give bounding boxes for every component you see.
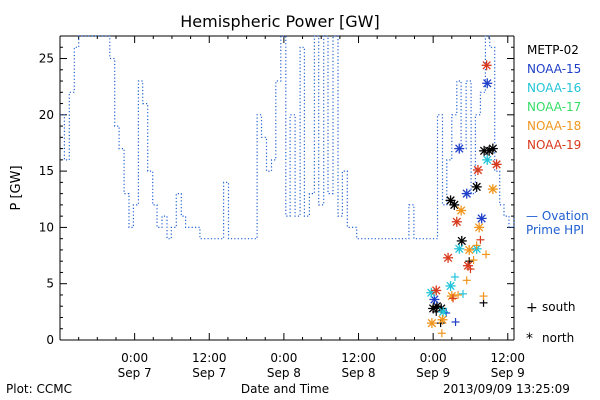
x-axis-label: Date and Time — [241, 382, 329, 396]
north-marker — [446, 291, 457, 302]
north-marker — [454, 243, 465, 254]
legend-item-noaa-17: NOAA-17 — [527, 100, 581, 114]
legend-item-noaa-18: NOAA-18 — [527, 119, 581, 133]
x-tick-date: Sep 7 — [118, 366, 152, 380]
south-marker — [479, 292, 488, 301]
north-marker — [443, 252, 454, 263]
south-marker-glyph: + — [526, 300, 538, 316]
ovation-prime-line — [60, 35, 515, 240]
north-marker — [451, 216, 462, 227]
legend-item-metp-02: METP-02 — [527, 43, 579, 57]
south-label: south — [542, 300, 576, 314]
x-tick-date: Sep 7 — [192, 366, 226, 380]
south-marker — [451, 317, 460, 326]
x-tick-time: 0:00 — [270, 351, 297, 365]
x-tick-time: 0:00 — [121, 351, 148, 365]
y-axis-label: P [GW] — [9, 165, 24, 210]
north-marker — [482, 78, 493, 89]
plot-credit: Plot: CCMC — [6, 382, 72, 396]
north-marker — [426, 318, 437, 329]
y-tick-label: 0 — [46, 333, 54, 347]
north-marker — [481, 60, 492, 71]
y-tick-label: 20 — [39, 108, 54, 122]
x-tick-date: Sep 8 — [267, 366, 301, 380]
y-tick-label: 10 — [39, 220, 54, 234]
north-marker — [437, 314, 448, 325]
x-tick-date: Sep 9 — [491, 366, 525, 380]
north-marker — [449, 199, 460, 210]
satellite-markers — [426, 60, 502, 338]
north-marker — [482, 154, 493, 165]
x-tick-date: Sep 8 — [341, 366, 375, 380]
north-marker-glyph: * — [526, 331, 533, 347]
north-marker — [462, 260, 473, 271]
south-marker — [482, 250, 491, 259]
south-marker — [476, 235, 485, 244]
legend-item-noaa-19: NOAA-19 — [527, 138, 581, 152]
y-tick-label: 15 — [39, 164, 54, 178]
y-tick-label: 5 — [46, 277, 54, 291]
north-marker — [456, 235, 467, 246]
south-marker — [462, 276, 471, 285]
north-marker — [445, 280, 456, 291]
y-tick-label: 25 — [39, 52, 54, 66]
south-marker — [479, 298, 488, 307]
south-marker — [472, 241, 481, 250]
satellite-legend: METP-02 NOAA-15 NOAA-16 NOAA-17 NOAA-18 NOAA-… — [527, 43, 581, 152]
north-label: north — [542, 331, 574, 345]
x-tick-time: 0:00 — [420, 351, 447, 365]
north-marker — [474, 222, 485, 233]
ovation-prime-series — [60, 35, 515, 240]
north-marker — [464, 244, 475, 255]
north-marker — [431, 285, 442, 296]
north-marker — [461, 188, 472, 199]
north-marker — [456, 205, 467, 216]
south-marker — [469, 256, 478, 265]
hemisphere-legend: + south * north — [526, 300, 576, 347]
plot-timestamp: 2013/09/09 13:25:09 — [443, 382, 570, 396]
south-marker — [454, 290, 463, 299]
north-marker — [476, 213, 487, 224]
north-marker — [491, 159, 502, 170]
south-marker — [449, 294, 458, 303]
south-marker — [437, 329, 446, 338]
x-tick-time: 12:00 — [192, 351, 227, 365]
south-marker — [450, 272, 459, 281]
ovation-legend: — Ovation Prime HPI — [526, 209, 589, 237]
legend-item-noaa-16: NOAA-16 — [527, 81, 581, 95]
south-marker — [459, 289, 468, 298]
ovation-legend-line2: Prime HPI — [526, 223, 584, 237]
north-marker — [471, 181, 482, 192]
north-marker — [472, 164, 483, 175]
x-tick-time: 12:00 — [341, 351, 376, 365]
plot-frame — [59, 35, 515, 341]
x-tick-date: Sep 9 — [416, 366, 450, 380]
north-marker — [454, 143, 465, 154]
legend-item-noaa-15: NOAA-15 — [527, 62, 581, 76]
north-marker — [487, 184, 498, 195]
ovation-legend-line1: — Ovation — [526, 209, 589, 223]
south-marker — [436, 319, 445, 328]
chart-title: Hemispheric Power [GW] — [180, 12, 379, 31]
x-tick-time: 12:00 — [490, 351, 525, 365]
y-axis: 0 5 10 15 20 25 — [39, 35, 514, 347]
north-marker — [487, 143, 498, 154]
